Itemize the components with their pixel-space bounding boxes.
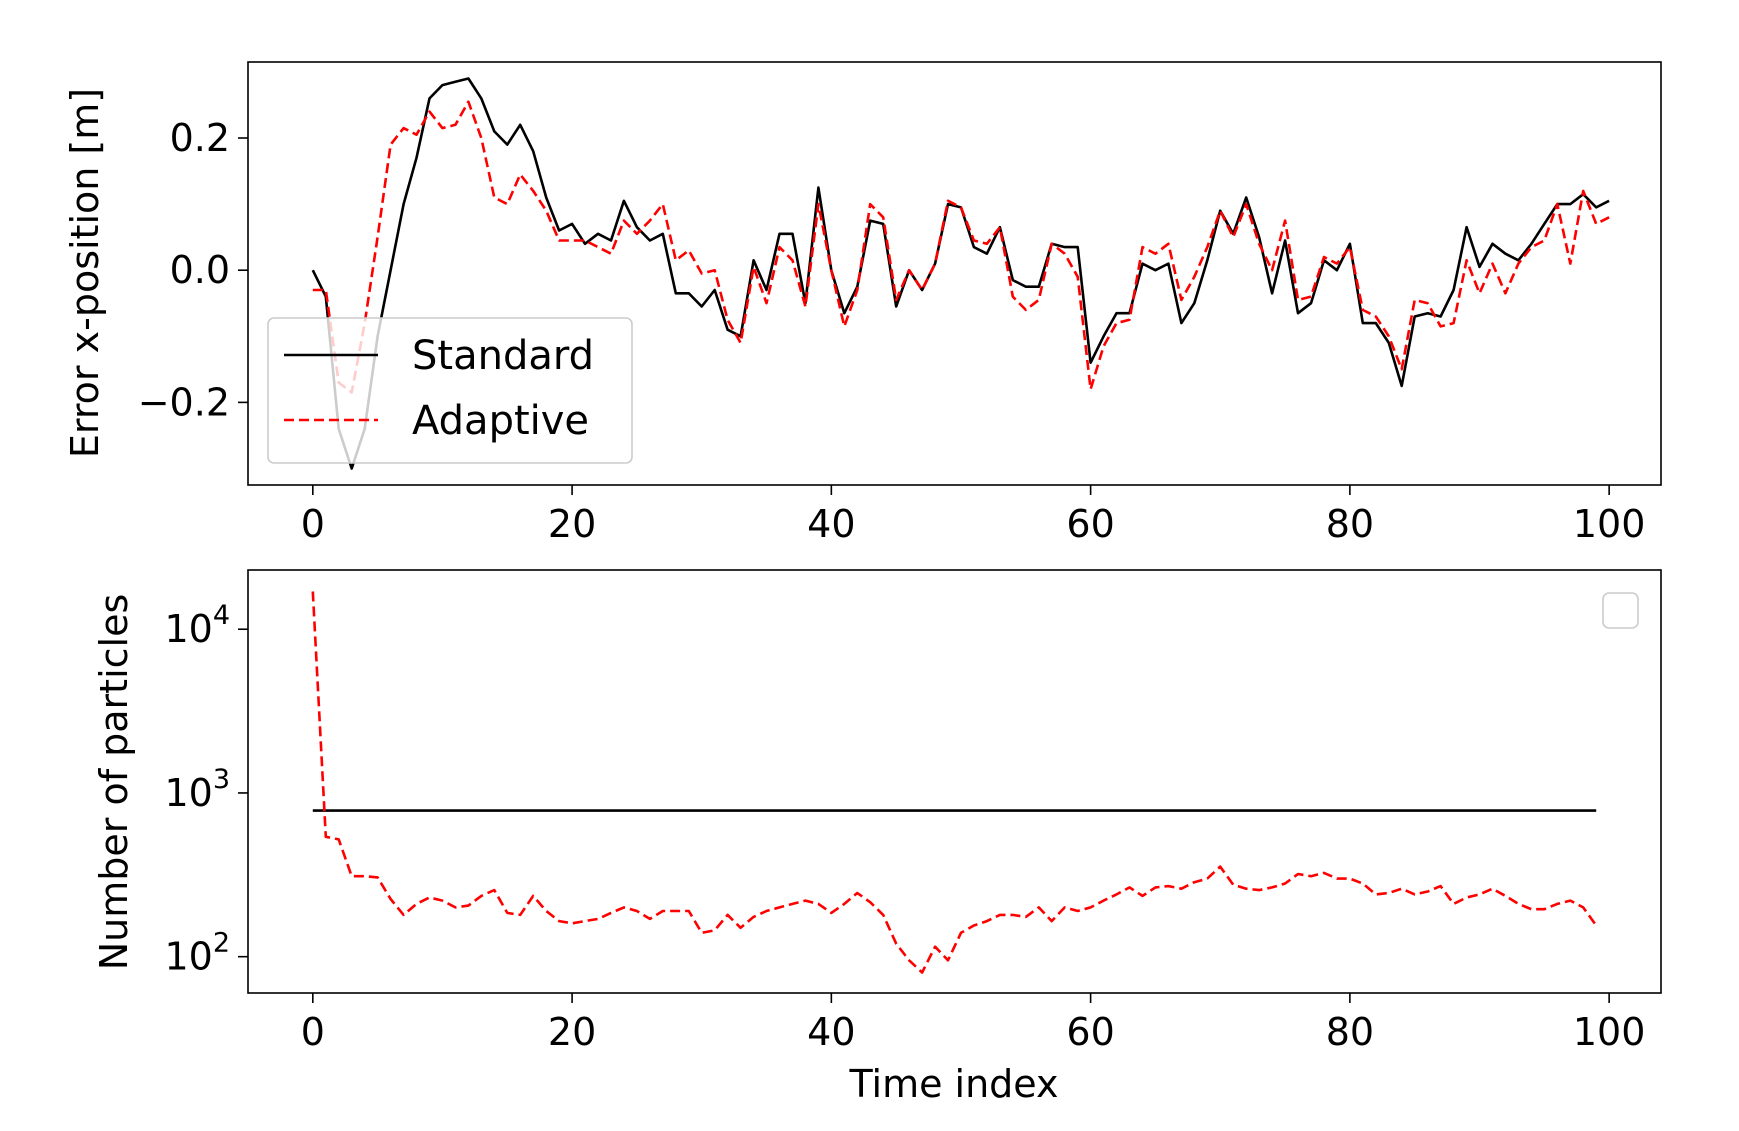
bottom-x-tick-label: 60	[1066, 1010, 1114, 1054]
legend-label-standard: Standard	[412, 333, 594, 379]
top-y-ticks: −0.2 0.0 0.2	[138, 116, 248, 424]
top-x-ticks: 0 20 40 60 80 100	[301, 485, 1646, 546]
bottom-x-tick-label: 20	[548, 1010, 596, 1054]
bottom-x-ticks: 0 20 40 60 80 100	[301, 993, 1646, 1054]
top-legend: Standard Adaptive	[267, 317, 633, 464]
top-y-tick-label: 0.0	[170, 248, 230, 292]
bottom-axes-frame	[247, 569, 1662, 994]
top-y-tick-label: 0.2	[170, 116, 230, 160]
bottom-x-tick-label: 100	[1573, 1010, 1646, 1054]
top-y-axis-label: Error x-position [m]	[63, 88, 107, 458]
bottom-series-layer	[311, 591, 1598, 974]
top-x-tick-label: 40	[807, 502, 855, 546]
top-x-tick-label: 80	[1326, 502, 1374, 546]
tick-exponent: 4	[213, 600, 230, 631]
bottom-y-tick-label: 104	[164, 600, 230, 651]
tick-exponent: 2	[213, 928, 230, 959]
top-y-tick-label: −0.2	[138, 380, 230, 424]
top-x-tick-label: 0	[301, 502, 325, 546]
tick-base: 10	[164, 771, 212, 815]
top-series-layer	[311, 77, 1610, 470]
bottom-empty-legend	[1602, 592, 1639, 629]
tick-base: 10	[164, 935, 212, 979]
top-x-tick-label: 60	[1066, 502, 1114, 546]
bottom-y-tick-label: 103	[164, 764, 230, 815]
bottom-y-tick-label: 102	[164, 928, 230, 979]
top-x-tick-label: 100	[1573, 502, 1646, 546]
legend-label-adaptive: Adaptive	[412, 398, 589, 444]
tick-base: 10	[164, 607, 212, 651]
bottom-y-axis-label: Number of particles	[92, 594, 136, 971]
bottom-x-tick-label: 40	[807, 1010, 855, 1054]
bottom-x-tick-label: 80	[1326, 1010, 1374, 1054]
top-axes-frame	[247, 61, 1662, 486]
bottom-series-line-adaptive	[311, 591, 1598, 974]
bottom-x-axis-label: Time index	[848, 1062, 1058, 1106]
tick-exponent: 3	[213, 764, 230, 795]
top-x-tick-label: 20	[548, 502, 596, 546]
top-series-line-adaptive	[312, 100, 1610, 394]
top-subplot: 0 20 40 60 80 100 −0.2 0.0 0.2 Error x-position…	[63, 61, 1662, 546]
bottom-x-tick-label: 0	[301, 1010, 325, 1054]
